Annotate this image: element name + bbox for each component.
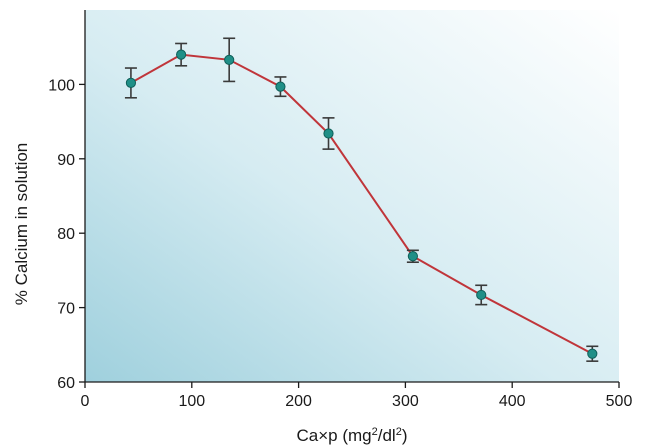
x-axis-label: Ca×p (mg2/dl2)	[296, 426, 407, 445]
x-tick-label: 0	[81, 393, 90, 410]
y-tick-label: 60	[57, 375, 75, 392]
x-axis-label-sup2: 2	[396, 426, 402, 438]
y-axis-ticks: 60 70 80 90 100	[48, 77, 85, 392]
data-point	[407, 251, 418, 262]
data-point	[176, 49, 187, 60]
x-axis-ticks: 0 100 200 300 400 500	[81, 382, 633, 410]
data-marks	[124, 37, 599, 362]
data-point	[275, 81, 286, 92]
x-tick-label: 300	[392, 393, 419, 410]
data-point	[476, 289, 487, 301]
x-axis-label-prefix: Ca×p (mg	[296, 426, 371, 445]
data-point	[224, 54, 235, 65]
x-tick-label: 500	[606, 393, 633, 410]
y-tick-label: 100	[48, 77, 75, 94]
data-point	[125, 77, 137, 89]
x-tick-label: 200	[285, 393, 312, 410]
y-axis-label: % Calcium in solution	[12, 143, 31, 306]
series-line	[130, 53, 593, 355]
y-tick-label: 90	[57, 152, 75, 169]
data-point	[323, 128, 334, 139]
x-axis-label-suffix: )	[402, 426, 408, 445]
x-tick-label: 400	[499, 393, 526, 410]
x-axis-label-mid: /dl	[378, 426, 396, 445]
x-axis-label-sup1: 2	[372, 426, 378, 438]
y-tick-label: 80	[57, 226, 75, 243]
x-tick-label: 100	[178, 393, 205, 410]
y-tick-label: 70	[57, 301, 75, 318]
data-point	[587, 348, 598, 359]
